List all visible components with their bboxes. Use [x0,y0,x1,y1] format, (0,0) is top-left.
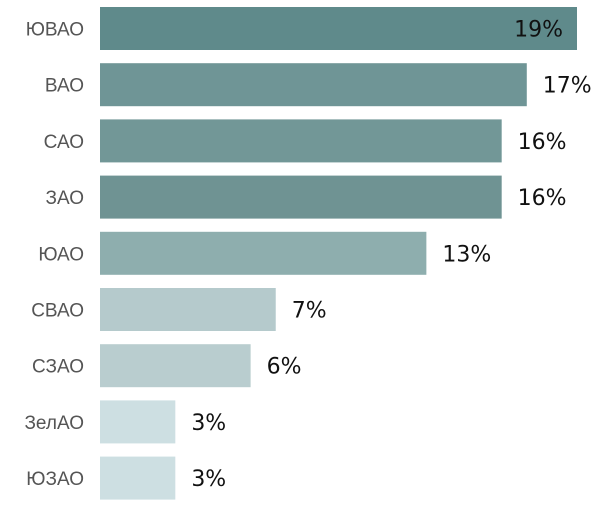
category-label: СЗАО [32,357,84,378]
category-label: ЮВАО [26,20,84,41]
bar-1 [100,7,577,50]
value-label: 3% [191,467,226,492]
value-label: 13% [442,242,491,267]
bar-3 [100,119,502,163]
value-label: 16% [518,186,567,211]
bar-6 [100,288,276,331]
category-label: ЗАО [45,188,84,209]
category-label: ВАО [45,76,84,97]
category-label: ЮАО [38,244,84,265]
bar-7 [100,344,251,388]
value-label: 6% [267,355,302,380]
bar-9 [100,456,176,500]
bar-4 [100,175,502,219]
category-label: ЮЗАО [26,469,84,490]
value-label: 7% [292,299,327,324]
value-label: 3% [191,411,226,436]
category-label: ЗелАО [24,413,84,434]
bar-2 [100,63,527,107]
category-label: СВАО [31,301,84,322]
value-label: 19% [514,18,563,43]
value-label: 16% [518,130,567,155]
value-labels-group: 19% 17% 16% 16% 13% 7% 6% 3% 3% [191,18,591,493]
value-label: 17% [543,74,592,99]
category-labels-group: ЮВАО ВАО САО ЗАО ЮАО СВАО СЗАО ЗелАО ЮЗАО [24,20,84,491]
bar-8 [100,400,176,444]
bar-5 [100,231,427,275]
bars-group [100,7,577,500]
category-label: САО [44,132,84,153]
